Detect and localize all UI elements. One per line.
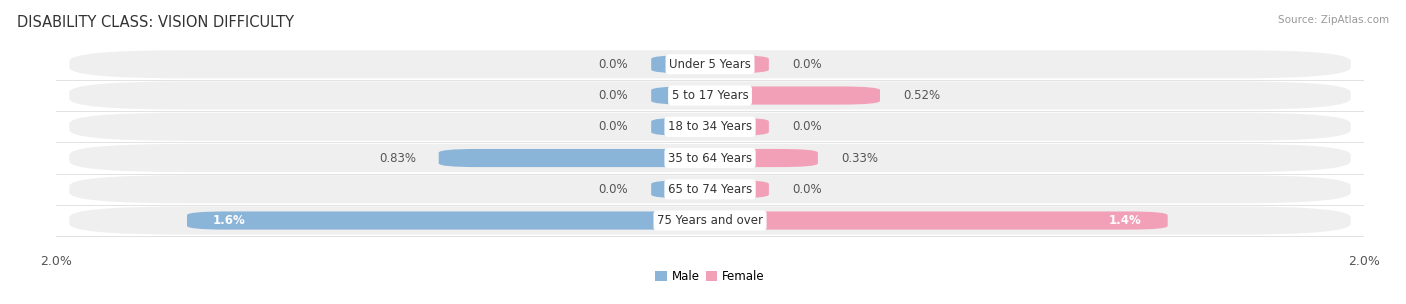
Text: Under 5 Years: Under 5 Years <box>669 58 751 71</box>
Text: 0.0%: 0.0% <box>599 58 628 71</box>
FancyBboxPatch shape <box>651 55 710 73</box>
Text: 0.33%: 0.33% <box>841 151 877 164</box>
FancyBboxPatch shape <box>187 212 710 230</box>
Text: 0.0%: 0.0% <box>599 120 628 133</box>
Text: 18 to 34 Years: 18 to 34 Years <box>668 120 752 133</box>
FancyBboxPatch shape <box>69 175 1351 203</box>
FancyBboxPatch shape <box>651 118 710 136</box>
FancyBboxPatch shape <box>710 212 1167 230</box>
FancyBboxPatch shape <box>69 144 1351 172</box>
FancyBboxPatch shape <box>651 86 710 105</box>
FancyBboxPatch shape <box>710 118 769 136</box>
FancyBboxPatch shape <box>651 180 710 198</box>
Legend: Male, Female: Male, Female <box>651 265 769 288</box>
Text: 0.0%: 0.0% <box>792 58 821 71</box>
Text: 0.52%: 0.52% <box>903 89 941 102</box>
FancyBboxPatch shape <box>710 55 769 73</box>
Text: DISABILITY CLASS: VISION DIFFICULTY: DISABILITY CLASS: VISION DIFFICULTY <box>17 15 294 30</box>
Text: 1.4%: 1.4% <box>1109 214 1142 227</box>
FancyBboxPatch shape <box>710 180 769 198</box>
FancyBboxPatch shape <box>69 81 1351 109</box>
Text: 0.0%: 0.0% <box>599 183 628 196</box>
Text: 5 to 17 Years: 5 to 17 Years <box>672 89 748 102</box>
Text: 1.6%: 1.6% <box>214 214 246 227</box>
FancyBboxPatch shape <box>69 50 1351 78</box>
Text: 35 to 64 Years: 35 to 64 Years <box>668 151 752 164</box>
FancyBboxPatch shape <box>69 113 1351 141</box>
FancyBboxPatch shape <box>69 206 1351 235</box>
Text: 65 to 74 Years: 65 to 74 Years <box>668 183 752 196</box>
FancyBboxPatch shape <box>710 86 880 105</box>
Text: 0.83%: 0.83% <box>378 151 416 164</box>
Text: 0.0%: 0.0% <box>599 89 628 102</box>
Text: 75 Years and over: 75 Years and over <box>657 214 763 227</box>
Text: 0.0%: 0.0% <box>792 120 821 133</box>
FancyBboxPatch shape <box>439 149 710 167</box>
Text: Source: ZipAtlas.com: Source: ZipAtlas.com <box>1278 15 1389 25</box>
Text: 0.0%: 0.0% <box>792 183 821 196</box>
FancyBboxPatch shape <box>710 149 818 167</box>
